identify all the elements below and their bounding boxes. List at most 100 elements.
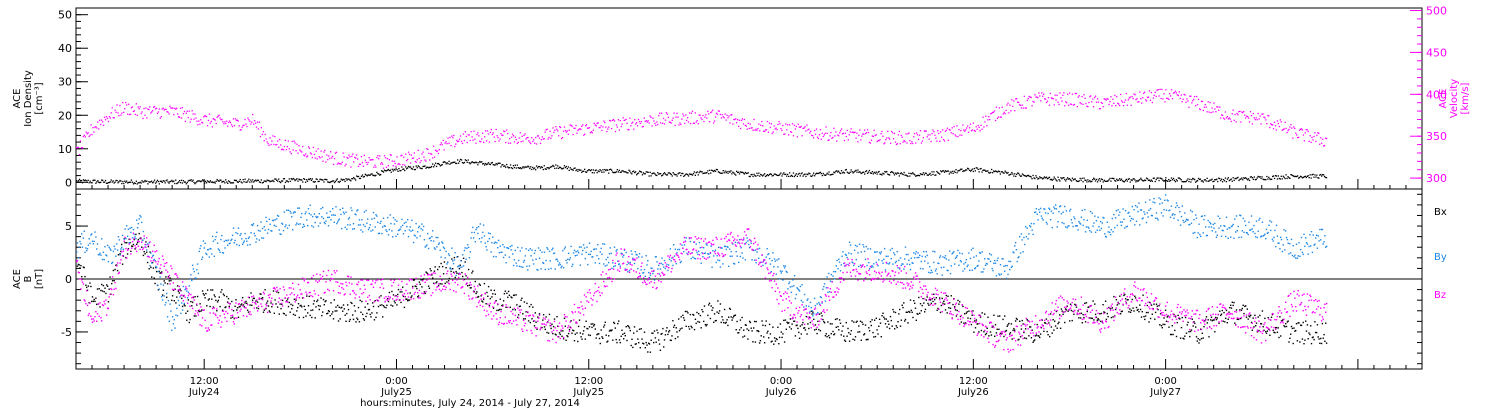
b-bx-point [1317,336,1319,338]
density-point [410,167,413,170]
b-by-point [95,236,97,238]
velocity-point [211,126,213,128]
density-point [1227,177,1229,179]
velocity-point [684,122,686,125]
b-bx-point [670,339,672,342]
velocity-point [342,152,344,154]
density-point [877,171,879,173]
velocity-point [850,128,852,130]
b-bx-point [377,305,380,308]
velocity-point [598,126,600,129]
b-bx-point [124,242,126,244]
density-point [692,173,695,175]
velocity-point [91,133,93,136]
b-bx-point [457,273,460,275]
density-point [591,172,593,174]
b-bx-point [513,294,516,296]
density-point [272,179,274,182]
density-point [1043,176,1046,178]
density-point [747,172,749,174]
density-point [107,182,110,184]
b-by-point [681,244,683,246]
top-left-axis-title-line: ACE [12,89,23,109]
density-point [820,173,822,175]
velocity-point [618,129,620,131]
velocity-point [664,119,667,121]
b-bx-point [862,323,864,325]
b-bx-point [565,339,567,341]
b-bx-point [412,285,414,288]
b-bx-point [772,326,774,328]
b-by-point [346,228,348,230]
velocity-point [489,131,491,134]
b-by-point [566,262,568,264]
velocity-point [231,125,234,128]
density-point [924,172,926,174]
velocity-point [988,116,990,118]
b-bx-point [313,300,315,302]
b-bx-point [1086,310,1088,313]
density-point [651,173,653,175]
velocity-point [962,124,964,126]
b-by-point [422,229,424,231]
velocity-point [340,163,342,165]
density-point [889,174,891,176]
b-by-point [373,217,376,219]
velocity-point [1316,134,1318,136]
velocity-point [1056,94,1058,96]
density-point [667,172,669,174]
density-point [286,180,288,182]
velocity-point [453,134,455,137]
b-bx-point [336,310,338,312]
b-bx-point [1029,326,1031,328]
density-point [901,173,903,175]
velocity-point [1051,97,1053,99]
velocity-point [872,135,874,138]
b-by-point [224,247,226,249]
velocity-point [1037,97,1039,99]
b-by-point [362,231,364,233]
b-bx-point [1316,324,1319,326]
velocity-point [403,156,405,158]
density-point [1225,181,1228,183]
density-point [995,170,998,173]
b-by-point [594,262,596,264]
velocity-point [170,107,172,109]
b-bx-point [1195,326,1197,328]
density-point [444,161,446,163]
velocity-point [1145,100,1148,102]
b-by-point [662,263,664,266]
b-bx-point [838,329,840,331]
velocity-point [433,156,436,158]
b-by-point [419,235,421,237]
density-point [483,162,485,165]
velocity-point [1147,96,1150,98]
density-point [959,169,961,171]
b-bx-point [1179,337,1182,339]
velocity-point [795,125,797,128]
density-point [1286,177,1288,180]
b-bx-point [195,315,197,317]
b-bx-point [1281,319,1284,322]
density-point [572,169,574,171]
velocity-point [981,128,983,130]
density-point [722,170,724,172]
velocity-point [591,132,593,134]
velocity-point [575,124,577,127]
density-point [745,172,747,175]
velocity-point [1074,92,1076,95]
b-bx-point [1094,303,1096,305]
density-point [128,181,130,184]
b-by-point [371,218,373,220]
density-point [1265,179,1267,181]
b-bx-point [525,311,527,313]
density-point [957,170,959,172]
density-point [365,174,367,176]
b-bx-point [596,333,598,336]
velocity-point [999,116,1001,118]
bottom-data-points [76,194,1328,353]
b-bx-point [1265,331,1267,333]
velocity-point [1044,98,1047,100]
legend-entry-by: By [1434,252,1447,263]
b-by-point [489,232,491,235]
